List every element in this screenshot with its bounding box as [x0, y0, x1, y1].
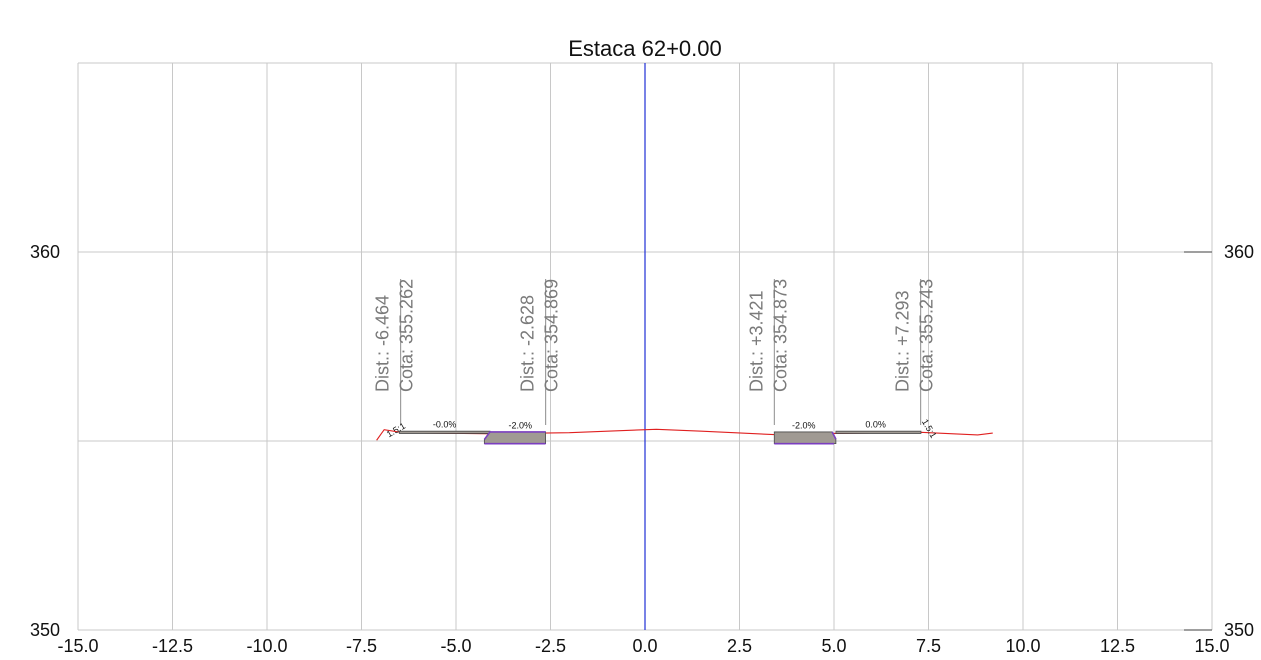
x-axis-tick-label: 12.5: [1100, 636, 1135, 655]
right-lane-polygon: [773, 431, 837, 445]
callout-cota: Cota: 354.873: [770, 279, 790, 392]
y-axis-label-right: 350: [1224, 620, 1254, 640]
callout-dist: Dist.: -6.464: [373, 295, 393, 392]
subgrade-line: [483, 431, 546, 440]
x-axis-tick-label: -5.0: [440, 636, 471, 655]
slope-label: -0.0%: [433, 419, 457, 429]
left-shoulder-polygon: [398, 430, 491, 434]
callout-cota: Cota: 355.243: [917, 279, 937, 392]
left-lane-polygon: [483, 431, 546, 445]
y-axis-label-left: 360: [30, 242, 60, 262]
y-axis-label-right: 360: [1224, 242, 1254, 262]
callout-dist: Dist.: -2.628: [518, 295, 538, 392]
slope-label: -2.0%: [509, 421, 533, 431]
x-axis-tick-label: -2.5: [535, 636, 566, 655]
callout-dist: Dist.: +3.421: [746, 290, 766, 392]
pavement-layer: [398, 430, 922, 445]
chart-title: Estaca 62+0.00: [568, 36, 722, 61]
x-axis-tick-label: -15.0: [57, 636, 98, 655]
x-axis-tick-label: 7.5: [916, 636, 941, 655]
x-axis-tick-label: -7.5: [346, 636, 377, 655]
slope-label: 0.0%: [865, 419, 886, 429]
callout-dist: Dist.: +7.293: [893, 290, 913, 392]
right-shoulder-polygon: [835, 430, 922, 434]
x-axis-tick-label: 2.5: [727, 636, 752, 655]
subgrade-line: [831, 431, 837, 440]
x-axis-tick-label: 10.0: [1005, 636, 1040, 655]
x-axis-tick-label: -10.0: [246, 636, 287, 655]
callout-cota: Cota: 355.262: [397, 279, 417, 392]
x-axis-tick-label: 15.0: [1194, 636, 1229, 655]
callout-layer: Dist.: -6.464 Cota: 355.262 Dist.: -2.628 C…: [373, 279, 937, 425]
x-axis-tick-label: -12.5: [152, 636, 193, 655]
callout-cota: Cota: 354.869: [542, 279, 562, 392]
x-axis-tick-label: 5.0: [821, 636, 846, 655]
x-axis-tick-label: 0.0: [632, 636, 657, 655]
y-axis-label-left: 350: [30, 620, 60, 640]
slope-label: -2.0%: [792, 421, 816, 431]
